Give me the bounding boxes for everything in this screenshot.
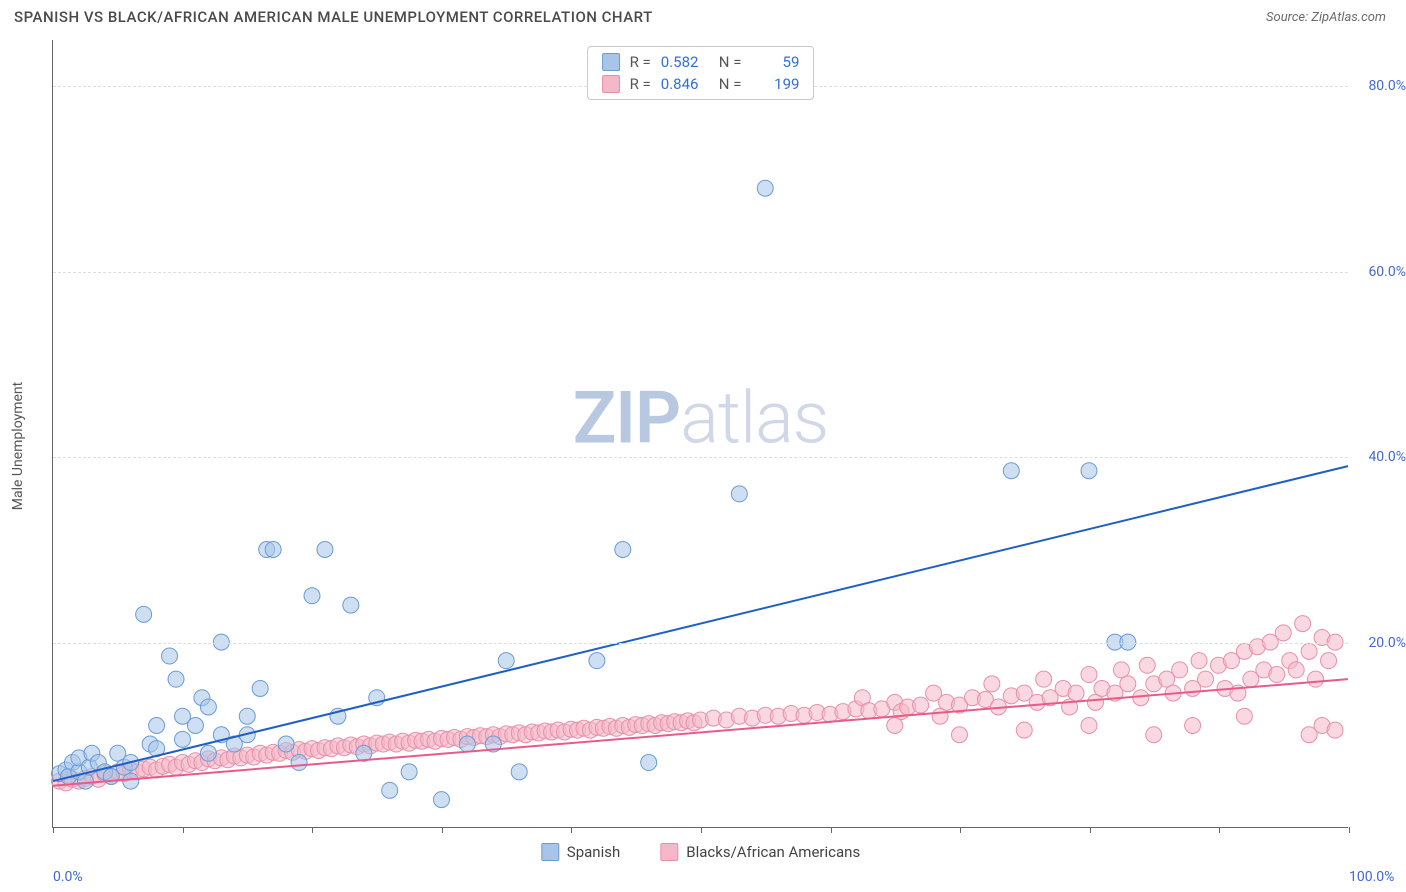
legend-item-black: Blacks/African Americans — [660, 843, 860, 861]
data-point — [1003, 463, 1019, 479]
data-point — [1327, 722, 1343, 738]
data-point — [200, 699, 216, 715]
r-value-black: 0.846 — [661, 75, 709, 93]
chart-title: SPANISH VS BLACK/AFRICAN AMERICAN MALE U… — [14, 8, 653, 26]
data-point — [641, 755, 657, 771]
data-point — [731, 486, 747, 502]
data-point — [498, 653, 514, 669]
data-point — [1236, 708, 1252, 724]
swatch-black-icon — [660, 843, 678, 861]
data-point — [317, 541, 333, 557]
data-point — [278, 736, 294, 752]
series-legend: Spanish Blacks/African Americans — [541, 843, 860, 861]
data-point — [459, 736, 475, 752]
y-tick-label: 80.0% — [1368, 78, 1406, 94]
data-point — [1198, 671, 1214, 687]
swatch-spanish — [602, 53, 620, 71]
swatch-spanish-icon — [541, 843, 559, 861]
data-point — [1275, 625, 1291, 641]
data-point — [615, 541, 631, 557]
data-point — [1301, 643, 1317, 659]
data-point — [200, 745, 216, 761]
data-point — [434, 792, 450, 808]
scatter-plot — [53, 40, 1348, 827]
data-point — [1036, 671, 1052, 687]
data-point — [1081, 717, 1097, 733]
swatch-black — [602, 75, 620, 93]
data-point — [1295, 616, 1311, 632]
data-point — [1081, 667, 1097, 683]
data-point — [304, 588, 320, 604]
data-point — [149, 717, 165, 733]
y-tick-label: 20.0% — [1368, 635, 1406, 651]
data-point — [1288, 662, 1304, 678]
y-tick-label: 40.0% — [1368, 449, 1406, 465]
data-point — [757, 180, 773, 196]
data-point — [1081, 463, 1097, 479]
data-point — [589, 653, 605, 669]
r-value-spanish: 0.582 — [661, 53, 709, 71]
data-point — [1172, 662, 1188, 678]
data-point — [1133, 690, 1149, 706]
data-point — [1191, 653, 1207, 669]
data-point — [1016, 722, 1032, 738]
data-point — [168, 671, 184, 687]
data-point — [382, 782, 398, 798]
data-point — [265, 541, 281, 557]
data-point — [1321, 653, 1337, 669]
data-point — [343, 597, 359, 613]
n-value-label: N = — [719, 75, 742, 93]
data-point — [162, 648, 178, 664]
y-tick-label: 60.0% — [1368, 264, 1406, 280]
data-point — [1068, 685, 1084, 701]
n-value-spanish: 59 — [751, 53, 799, 71]
data-point — [123, 773, 139, 789]
y-axis-label: Male Unemployment — [10, 382, 26, 510]
data-point — [1308, 671, 1324, 687]
chart-area: ZIPatlas R = 0.582 N = 59 R = 0.846 N = … — [52, 40, 1348, 828]
data-point — [984, 676, 1000, 692]
correlation-legend: R = 0.582 N = 59 R = 0.846 N = 199 — [587, 46, 815, 100]
source-label: Source: ZipAtlas.com — [1266, 10, 1386, 25]
legend-row-black: R = 0.846 N = 199 — [602, 75, 800, 93]
data-point — [1146, 727, 1162, 743]
x-tick-label: 100.0% — [1349, 869, 1352, 885]
data-point — [1139, 657, 1155, 673]
data-point — [136, 606, 152, 622]
n-value-black: 199 — [751, 75, 799, 93]
data-point — [913, 697, 929, 713]
data-point — [187, 717, 203, 733]
legend-item-spanish: Spanish — [541, 843, 620, 861]
x-tick-label: 0.0% — [53, 869, 83, 885]
data-point — [951, 727, 967, 743]
data-point — [887, 717, 903, 733]
data-point — [239, 708, 255, 724]
data-point — [175, 731, 191, 747]
data-point — [1120, 676, 1136, 692]
data-point — [1269, 667, 1285, 683]
data-point — [252, 680, 268, 696]
legend-row-spanish: R = 0.582 N = 59 — [602, 53, 800, 71]
data-point — [511, 764, 527, 780]
data-point — [401, 764, 417, 780]
data-point — [291, 755, 307, 771]
data-point — [1185, 717, 1201, 733]
